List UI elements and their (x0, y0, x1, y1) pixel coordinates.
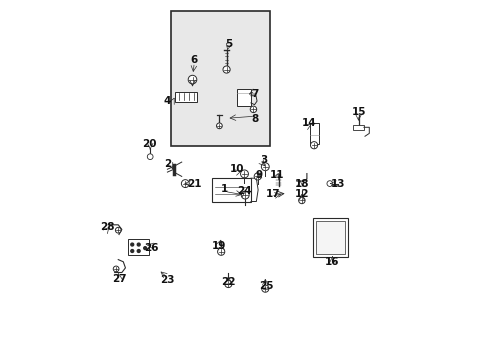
Circle shape (216, 123, 222, 129)
Text: 7: 7 (251, 89, 259, 99)
Text: 4: 4 (163, 96, 171, 106)
Bar (171, 12, 269, 146)
Text: 20: 20 (142, 139, 156, 149)
Circle shape (326, 181, 332, 186)
Text: 22: 22 (221, 277, 235, 287)
Bar (312, 218, 348, 257)
Text: 16: 16 (325, 257, 339, 267)
Text: 28: 28 (100, 222, 115, 231)
Circle shape (143, 247, 146, 249)
Circle shape (254, 173, 261, 180)
Circle shape (131, 249, 133, 252)
Text: 13: 13 (330, 179, 344, 189)
Circle shape (131, 243, 133, 246)
Circle shape (250, 106, 256, 113)
Circle shape (113, 266, 119, 272)
Circle shape (115, 227, 121, 233)
Bar (174, 92, 196, 102)
Text: 10: 10 (230, 164, 244, 174)
Text: 18: 18 (294, 179, 308, 189)
Text: 3: 3 (260, 155, 267, 165)
Circle shape (137, 243, 140, 246)
Bar (211, 178, 250, 202)
Text: 27: 27 (111, 274, 126, 284)
Circle shape (137, 249, 140, 252)
Text: 8: 8 (251, 114, 258, 124)
Text: 21: 21 (187, 179, 201, 189)
Circle shape (217, 248, 224, 255)
Text: 14: 14 (301, 118, 316, 128)
Text: 15: 15 (351, 107, 366, 117)
Text: 1: 1 (221, 184, 228, 194)
Circle shape (298, 197, 305, 204)
Circle shape (218, 247, 224, 253)
Circle shape (223, 66, 230, 73)
Circle shape (147, 154, 153, 159)
Circle shape (224, 280, 231, 288)
Bar (128, 239, 148, 255)
Text: 12: 12 (294, 189, 308, 199)
Text: 25: 25 (258, 281, 273, 291)
Bar (352, 125, 363, 130)
Text: 19: 19 (212, 241, 226, 251)
Text: 2: 2 (163, 159, 171, 169)
Text: 11: 11 (269, 170, 284, 180)
Text: 9: 9 (255, 170, 262, 180)
Circle shape (188, 75, 196, 84)
Text: 6: 6 (190, 55, 198, 65)
Text: 17: 17 (265, 189, 280, 199)
Text: 23: 23 (160, 275, 174, 285)
Bar (237, 89, 250, 107)
Text: 26: 26 (144, 243, 158, 253)
Text: 24: 24 (237, 186, 251, 196)
Circle shape (261, 285, 268, 292)
Circle shape (310, 141, 317, 149)
Bar (309, 123, 318, 144)
Circle shape (261, 163, 269, 171)
Bar (315, 221, 344, 254)
Text: 5: 5 (224, 39, 231, 49)
Circle shape (240, 170, 248, 178)
Circle shape (181, 180, 189, 188)
Circle shape (241, 191, 249, 199)
